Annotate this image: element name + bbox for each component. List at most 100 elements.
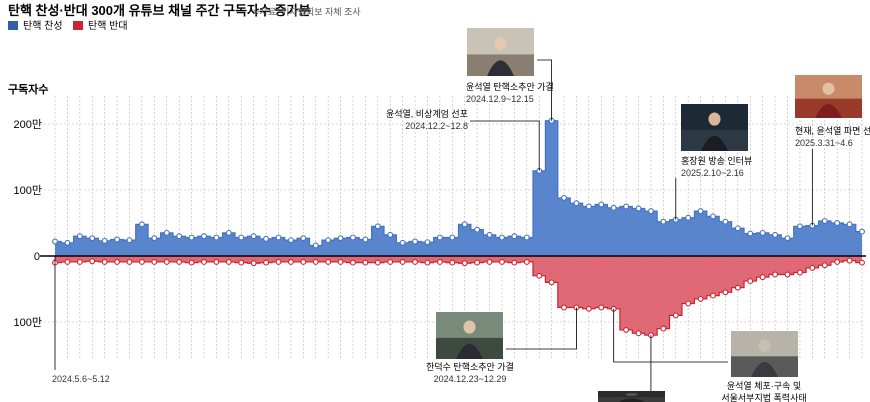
data-point-pro xyxy=(511,233,518,240)
data-point-con xyxy=(796,269,803,276)
data-point-con xyxy=(250,260,257,267)
data-point-pro xyxy=(52,238,58,245)
data-point-con xyxy=(722,289,729,296)
data-point-pro xyxy=(312,242,319,249)
data-point-con xyxy=(201,258,207,265)
data-point-con xyxy=(821,262,828,269)
data-point-pro xyxy=(64,239,71,246)
data-point-pro xyxy=(387,231,394,238)
data-point-pro xyxy=(561,194,567,201)
annotation-title: 한덕수 탄핵소추안 가결 xyxy=(426,361,514,372)
data-point-pro xyxy=(76,233,83,240)
data-point-con xyxy=(536,272,543,279)
data-point-con xyxy=(163,258,170,265)
data-point-con xyxy=(486,258,493,265)
data-point-pro xyxy=(523,234,530,241)
data-point-con xyxy=(734,284,741,291)
data-point-pro xyxy=(784,235,791,242)
data-point-pro xyxy=(660,218,667,225)
data-point-con xyxy=(387,258,394,265)
data-point-con xyxy=(101,258,108,265)
data-point-con xyxy=(126,258,133,265)
data-point-pro xyxy=(374,223,381,230)
data-point-con xyxy=(89,258,96,265)
data-point-con xyxy=(685,300,692,307)
data-point-pro xyxy=(126,237,133,244)
data-point-pro xyxy=(287,237,294,244)
data-point-con xyxy=(225,258,232,265)
area-con xyxy=(55,256,862,336)
annotation-leader xyxy=(470,120,540,171)
data-point-pro xyxy=(300,235,307,242)
data-point-pro xyxy=(598,201,605,208)
data-point-con xyxy=(561,304,567,311)
chart-title: 탄핵 찬성·반대 300개 유튜브 채널 주간 구독자수 증가분 xyxy=(8,3,311,18)
data-point-con xyxy=(436,258,443,265)
data-point-con xyxy=(114,258,121,265)
data-point-pro xyxy=(201,233,207,240)
data-point-pro xyxy=(325,237,332,244)
data-point-con xyxy=(176,258,183,265)
data-point-pro xyxy=(399,239,406,246)
data-point-pro xyxy=(424,239,431,246)
data-point-pro xyxy=(834,220,841,226)
data-point-pro xyxy=(722,218,729,225)
data-point-pro xyxy=(263,235,270,242)
data-point-con xyxy=(499,258,505,265)
annotation-title: 홍장원 방송 인터뷰 xyxy=(681,155,752,166)
data-point-pro xyxy=(759,229,766,236)
annotation-date: 2025.2.10~2.16 xyxy=(681,168,744,178)
data-point-pro xyxy=(412,238,418,245)
data-point-con xyxy=(623,326,630,333)
annotation-title: 현재, 윤석열 파면 선고 xyxy=(795,126,870,136)
data-point-pro xyxy=(610,204,617,211)
data-point-con xyxy=(76,258,83,265)
annotation-leader xyxy=(613,308,728,363)
data-point-con xyxy=(300,258,307,265)
photo-interview xyxy=(681,104,748,151)
annotation-date: 2024.12.2~12.8 xyxy=(405,121,468,131)
y-axis-label: 구독자수 xyxy=(8,82,48,96)
data-point-pro xyxy=(176,233,183,240)
data-point-con xyxy=(772,271,779,278)
data-point-pro xyxy=(859,228,865,235)
y-tick-label: 100만 xyxy=(14,184,42,197)
source-note: ※자료: 기자협회보 자체 조사 xyxy=(252,6,361,17)
data-point-pro xyxy=(635,205,642,212)
data-point-pro xyxy=(474,226,481,233)
data-point-con xyxy=(449,259,456,266)
data-point-con xyxy=(759,274,766,281)
data-point-pro xyxy=(350,234,356,241)
data-point-con xyxy=(846,257,853,264)
data-point-con xyxy=(412,258,418,265)
photo-arrest xyxy=(731,331,798,377)
legend-label-pro: 탄핵 찬성 xyxy=(23,20,63,32)
data-point-con xyxy=(660,325,667,332)
data-point-con xyxy=(399,258,406,265)
data-point-con xyxy=(710,292,716,299)
legend-swatch-pro xyxy=(8,21,18,30)
y-tick-label: 100만 xyxy=(14,316,42,329)
data-point-pro xyxy=(337,235,344,242)
data-point-pro xyxy=(821,218,828,224)
data-point-con xyxy=(312,258,319,265)
data-point-con xyxy=(511,259,518,266)
data-point-con xyxy=(213,258,220,265)
data-point-con xyxy=(287,258,294,265)
y-tick-label: 0 xyxy=(34,251,40,263)
data-point-pro xyxy=(101,237,108,244)
annotation-title: 윤석열 탄핵소추안 가결 xyxy=(466,81,554,92)
data-point-con xyxy=(523,258,530,265)
data-point-con xyxy=(859,259,865,266)
data-point-con xyxy=(697,295,704,302)
data-point-con xyxy=(461,260,468,267)
data-point-pro xyxy=(623,203,630,210)
data-point-pro xyxy=(238,234,245,241)
data-point-con xyxy=(263,259,270,266)
x-tick-label: 2024.5.6~5.12 xyxy=(52,374,110,384)
data-point-con xyxy=(151,258,158,265)
data-point-pro xyxy=(697,208,704,215)
data-point-pro xyxy=(163,229,170,236)
data-point-pro xyxy=(461,221,468,228)
data-point-con xyxy=(585,305,592,312)
